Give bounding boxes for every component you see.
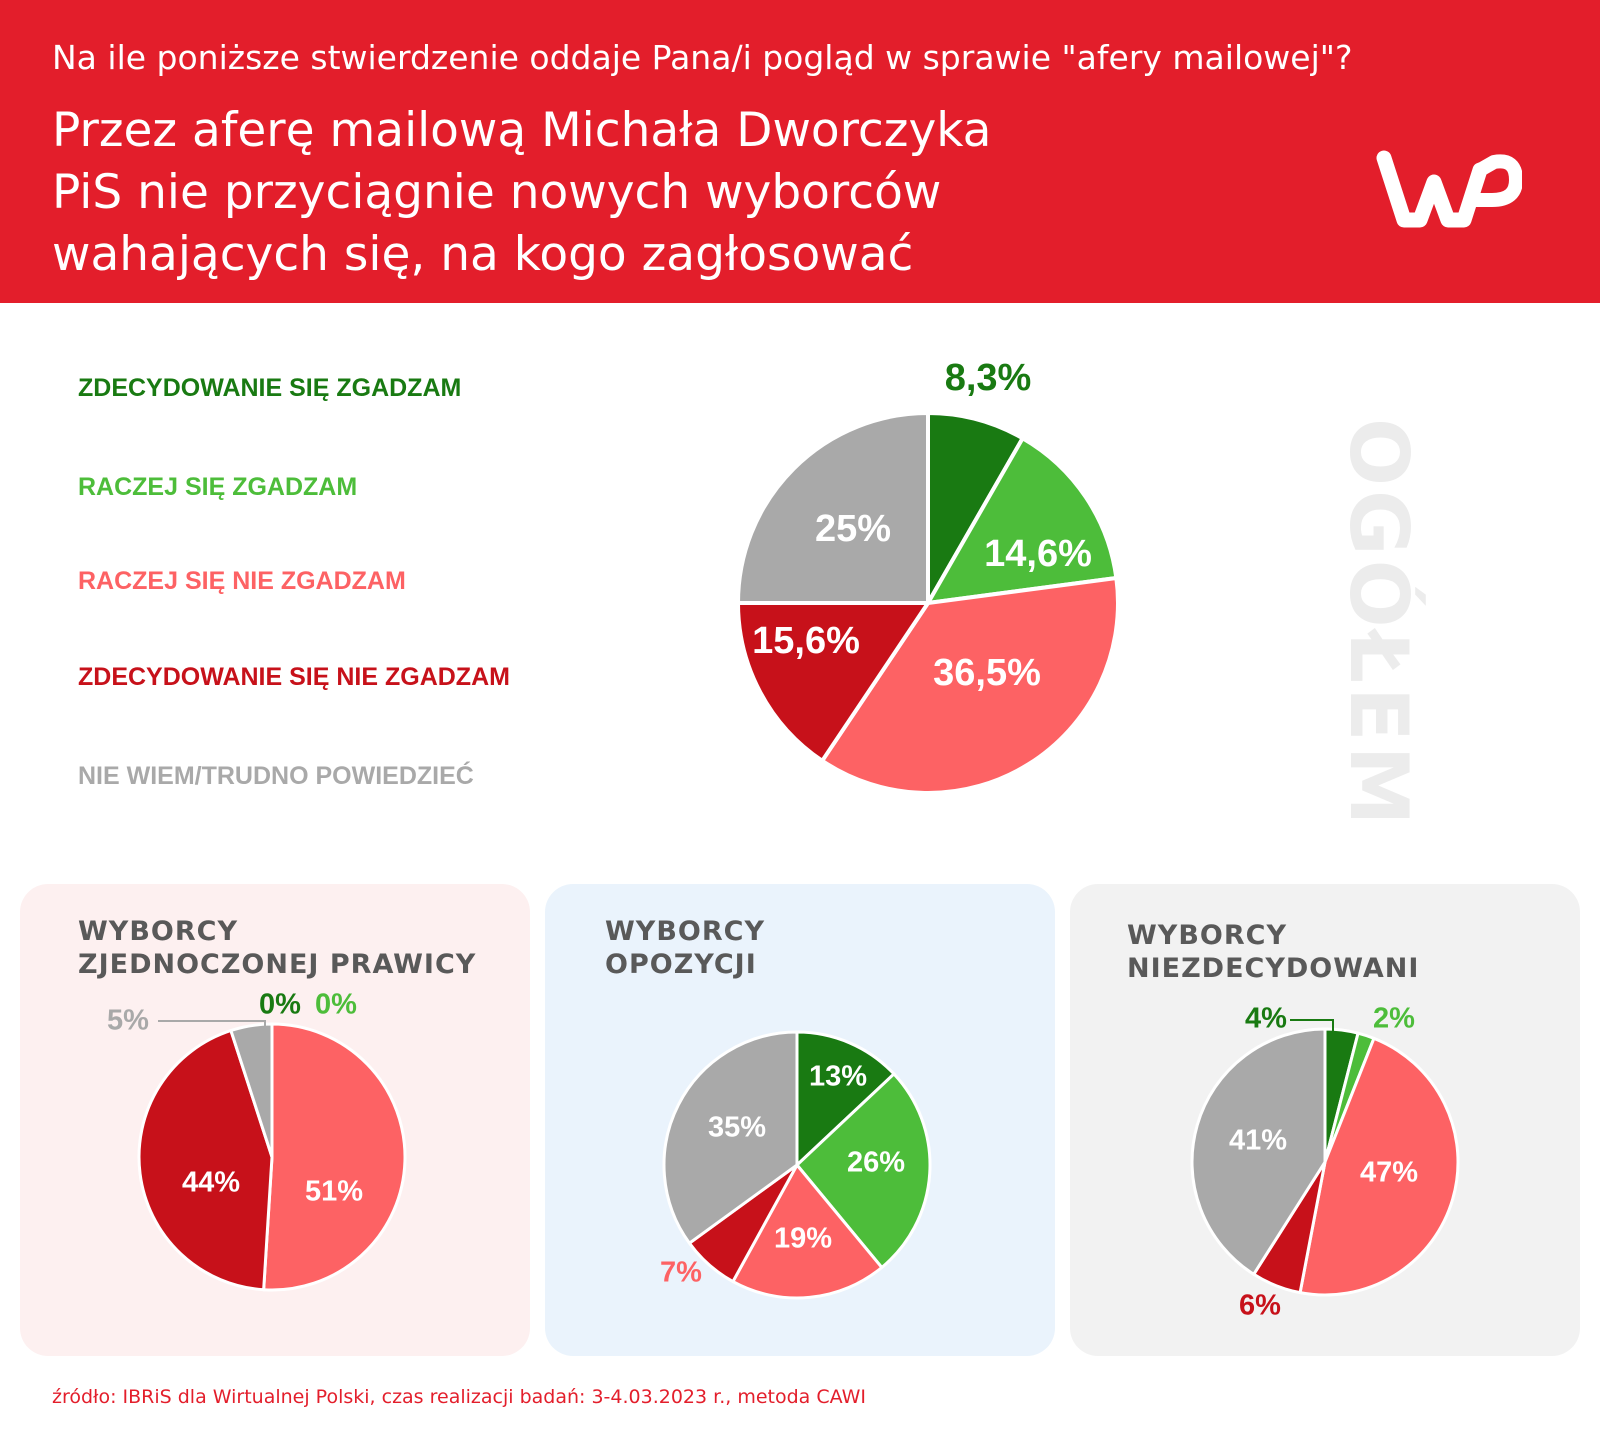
- pie-slice: [137, 1029, 274, 1292]
- pie-data-label: 41%: [1229, 1125, 1287, 1157]
- undecided-voters-pie-chart: 4% 2% 47% 6% 41%: [1190, 1003, 1460, 1322]
- pie-data-label: 51%: [305, 1176, 363, 1208]
- leader-line: [1290, 1019, 1334, 1034]
- panel-undecided-voters: WYBORCY NIEZDECYDOWANI 4% 2% 47% 6% 41%: [1070, 884, 1580, 1356]
- panel-title: WYBORCY ZJEDNOCZONEJ PRAWICY: [78, 915, 476, 981]
- pie-data-label: 4%: [1245, 1003, 1287, 1035]
- pie-data-label: 14,6%: [984, 533, 1092, 575]
- pie-slice: [262, 1022, 407, 1292]
- pie-data-label: 25%: [815, 508, 891, 550]
- panel-title: WYBORCY OPOZYCJI: [605, 915, 765, 981]
- pie-data-label: 47%: [1360, 1157, 1418, 1189]
- right-voters-pie-chart: 0% 0% 51% 44% 5%: [107, 989, 407, 1292]
- panel-right-voters: WYBORCY ZJEDNOCZONEJ PRAWICY 0% 0% 51% 44% 5…: [20, 884, 530, 1356]
- wp-logo: [1376, 150, 1522, 228]
- pie-slice: [926, 436, 1119, 605]
- panel-title-line: WYBORCY: [78, 916, 239, 947]
- pie-data-label: 44%: [182, 1167, 240, 1199]
- pie-slice: [662, 1030, 799, 1245]
- statement-line: PiS nie przyciągnie nowych wyborców: [52, 165, 942, 220]
- source-note: źródło: IBRiS dla Wirtualnej Polski, cza…: [52, 1386, 866, 1408]
- pie-slice: [1190, 1027, 1327, 1276]
- panel-title-line: WYBORCY: [605, 916, 766, 947]
- pie-data-label: 0%: [259, 989, 301, 1021]
- pie-data-label: 8,3%: [945, 357, 1032, 399]
- statement-line: Przez aferę mailową Michała Dworczyka: [52, 103, 992, 158]
- leader-line: [158, 1020, 266, 1034]
- pie-data-label: 7%: [660, 1257, 702, 1289]
- pie-slice: [795, 1030, 896, 1167]
- legend-item: ZDECYDOWANIE SIĘ NIE ZGADZAM: [78, 663, 510, 691]
- legend-item: NIE WIEM/TRUDNO POWIEDZIEĆ: [78, 762, 474, 790]
- panel-title-line: ZJEDNOCZONEJ PRAWICY: [78, 949, 477, 980]
- panel-title: WYBORCY NIEZDECYDOWANI: [1127, 919, 1419, 985]
- pie-data-label: 36,5%: [933, 652, 1041, 694]
- main-pie-chart: 8,3% 14,6% 36,5% 15,6% 25%: [736, 357, 1120, 795]
- pie-data-label: 13%: [809, 1061, 867, 1093]
- side-label: OGÓŁEM: [1332, 418, 1425, 830]
- header-banner: Na ile poniższe stwierdzenie oddaje Pana…: [0, 0, 1600, 303]
- legend-item: RACZEJ SIĘ NIE ZGADZAM: [78, 567, 406, 595]
- pie-data-label: 19%: [774, 1223, 832, 1255]
- panel-title-line: OPOZYCJI: [605, 949, 757, 980]
- panel-opposition-voters: WYBORCY OPOZYCJI 13% 26% 19% 7% 35%: [545, 884, 1055, 1356]
- pie-data-label: 2%: [1373, 1003, 1415, 1035]
- pie-slice: [1298, 1036, 1460, 1297]
- pie-slice: [736, 601, 930, 763]
- pie-slice: [229, 1022, 274, 1159]
- panel-title-line: WYBORCY: [1127, 920, 1288, 951]
- pie-slice: [820, 576, 1120, 795]
- statement-line: wahających się, na kogo zagłosować: [52, 227, 914, 282]
- panel-title-line: NIEZDECYDOWANI: [1127, 953, 1420, 984]
- pie-data-label: 0%: [315, 989, 357, 1021]
- pie-slice: [795, 1072, 932, 1269]
- legend-item: ZDECYDOWANIE SIĘ ZGADZAM: [78, 374, 462, 402]
- pie-data-label: 6%: [1239, 1290, 1281, 1322]
- survey-statement: Przez aferę mailową Michała Dworczyka Pi…: [52, 100, 991, 286]
- pie-data-label: 35%: [708, 1112, 766, 1144]
- pie-slice: [731, 1163, 884, 1300]
- pie-data-label: 26%: [847, 1147, 905, 1179]
- pie-slice: [736, 411, 930, 605]
- pie-data-label: 5%: [107, 1005, 149, 1037]
- survey-question: Na ile poniższe stwierdzenie oddaje Pana…: [52, 38, 1353, 77]
- opposition-voters-pie-chart: 13% 26% 19% 7% 35%: [660, 1030, 932, 1300]
- pie-data-label: 15,6%: [752, 620, 860, 662]
- legend-item: RACZEJ SIĘ ZGADZAM: [78, 473, 358, 501]
